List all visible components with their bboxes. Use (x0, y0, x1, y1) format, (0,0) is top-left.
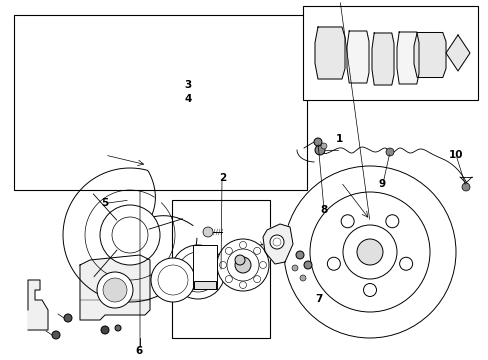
Text: 4: 4 (184, 94, 192, 104)
Circle shape (341, 215, 353, 228)
Circle shape (203, 227, 213, 237)
Circle shape (461, 183, 469, 191)
Text: 9: 9 (378, 179, 385, 189)
Circle shape (158, 265, 187, 295)
Polygon shape (413, 32, 445, 77)
Text: 3: 3 (184, 80, 191, 90)
Circle shape (226, 249, 259, 281)
Polygon shape (396, 32, 418, 84)
Circle shape (269, 235, 284, 249)
Circle shape (385, 215, 398, 228)
Bar (193, 245, 217, 289)
Circle shape (320, 143, 326, 149)
Circle shape (239, 282, 246, 288)
Circle shape (112, 217, 148, 253)
Circle shape (100, 205, 160, 265)
Circle shape (217, 239, 268, 291)
Circle shape (115, 325, 121, 331)
Circle shape (103, 278, 127, 302)
Circle shape (101, 326, 109, 334)
Circle shape (356, 239, 382, 265)
Circle shape (219, 261, 226, 269)
Circle shape (225, 247, 232, 255)
Text: 8: 8 (320, 204, 326, 215)
Circle shape (259, 261, 266, 269)
Polygon shape (371, 33, 393, 85)
Bar (194, 281, 216, 289)
Circle shape (235, 255, 244, 265)
Bar (303, 6, 477, 100)
Bar (14, 15, 306, 190)
Circle shape (326, 257, 340, 270)
Text: 10: 10 (447, 150, 462, 160)
Text: 6: 6 (136, 346, 142, 356)
Circle shape (253, 276, 260, 283)
Polygon shape (445, 35, 469, 71)
Circle shape (313, 138, 321, 146)
Circle shape (342, 225, 396, 279)
Bar (172, 200, 269, 338)
Circle shape (385, 148, 393, 156)
Circle shape (171, 245, 224, 299)
Circle shape (284, 166, 455, 338)
Text: 7: 7 (314, 294, 322, 304)
Circle shape (64, 314, 72, 322)
Polygon shape (80, 255, 150, 320)
Circle shape (253, 247, 260, 255)
Circle shape (151, 258, 195, 302)
Circle shape (363, 284, 376, 297)
Text: 5: 5 (102, 198, 108, 208)
Text: 1: 1 (336, 134, 343, 144)
Circle shape (97, 272, 133, 308)
Circle shape (295, 251, 304, 259)
Circle shape (178, 252, 218, 292)
Circle shape (304, 261, 311, 269)
Circle shape (239, 242, 246, 248)
Circle shape (309, 192, 429, 312)
Circle shape (52, 331, 60, 339)
Circle shape (291, 265, 297, 271)
Text: 2: 2 (219, 173, 225, 183)
Circle shape (272, 238, 281, 246)
Polygon shape (263, 224, 292, 264)
Circle shape (299, 275, 305, 281)
Circle shape (235, 257, 250, 273)
Polygon shape (346, 31, 368, 83)
Circle shape (314, 145, 325, 155)
Polygon shape (314, 27, 345, 79)
Circle shape (225, 276, 232, 283)
Polygon shape (28, 280, 48, 330)
Circle shape (399, 257, 412, 270)
